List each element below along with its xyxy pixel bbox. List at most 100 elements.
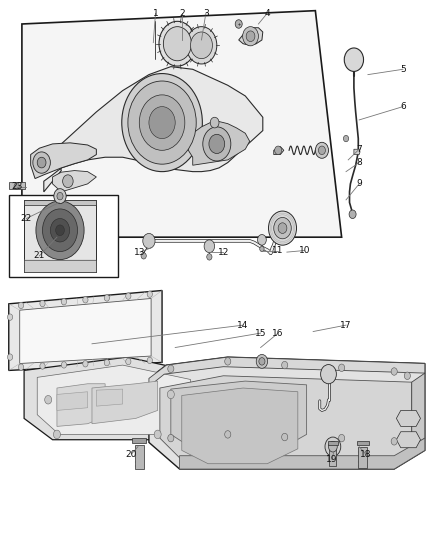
Circle shape [147,357,152,364]
Circle shape [7,354,13,360]
Circle shape [143,233,155,248]
Text: 18: 18 [360,450,371,458]
Polygon shape [44,67,263,192]
Circle shape [18,364,24,370]
Polygon shape [92,381,158,424]
Circle shape [14,183,19,189]
Circle shape [45,395,52,404]
Polygon shape [57,392,88,410]
Circle shape [61,362,67,368]
Text: 3: 3 [203,9,209,18]
Polygon shape [24,265,96,272]
Circle shape [147,291,152,297]
Circle shape [168,365,174,373]
Text: 16: 16 [272,329,284,337]
Circle shape [167,390,174,399]
Circle shape [104,295,110,301]
Text: 15: 15 [255,329,266,337]
Circle shape [235,20,242,28]
Circle shape [154,430,161,439]
Text: 14: 14 [237,321,249,329]
Text: 23: 23 [11,182,22,191]
Circle shape [246,31,255,42]
Circle shape [391,368,397,375]
Circle shape [260,246,264,252]
Circle shape [141,253,146,259]
Circle shape [315,142,328,158]
Circle shape [7,314,13,320]
Circle shape [318,146,325,155]
Text: 2: 2 [179,9,184,18]
Polygon shape [24,200,96,272]
Circle shape [40,301,45,307]
Circle shape [404,372,410,379]
Polygon shape [37,365,191,434]
Polygon shape [135,445,144,469]
Circle shape [126,293,131,300]
Text: 12: 12 [218,248,229,256]
Circle shape [344,48,364,71]
Polygon shape [396,432,420,448]
Circle shape [321,365,336,384]
Text: 21: 21 [34,252,45,260]
Polygon shape [9,290,162,370]
Circle shape [159,21,196,66]
Text: 10: 10 [299,246,310,255]
Circle shape [104,359,110,366]
Text: 5: 5 [400,65,406,74]
Polygon shape [53,171,96,192]
Circle shape [282,361,288,369]
Circle shape [328,441,337,452]
Circle shape [325,437,341,456]
Circle shape [243,27,258,46]
Polygon shape [24,357,201,440]
Polygon shape [24,200,96,205]
Text: 1: 1 [152,9,159,18]
Circle shape [83,296,88,303]
Circle shape [33,152,50,173]
Text: 7: 7 [356,145,362,154]
Circle shape [63,175,73,188]
Text: 4: 4 [265,9,270,18]
Circle shape [204,240,215,253]
Circle shape [207,254,212,260]
Polygon shape [31,143,96,179]
Polygon shape [9,182,25,189]
Circle shape [259,358,265,365]
Circle shape [282,433,288,441]
Circle shape [18,302,24,309]
Circle shape [256,354,268,368]
Circle shape [349,210,356,219]
Polygon shape [412,373,425,446]
Circle shape [139,95,185,150]
Text: 6: 6 [400,102,406,111]
Circle shape [122,74,202,172]
Polygon shape [22,11,342,237]
Circle shape [209,134,225,154]
Circle shape [56,225,64,236]
Polygon shape [328,441,338,445]
Circle shape [391,438,397,445]
Polygon shape [188,122,250,165]
Polygon shape [171,381,307,454]
Polygon shape [149,357,425,386]
Polygon shape [57,384,105,426]
Polygon shape [96,389,123,406]
Polygon shape [20,298,151,364]
Circle shape [57,192,63,200]
Circle shape [258,235,266,245]
Circle shape [168,434,174,442]
Circle shape [128,81,196,164]
Circle shape [225,431,231,438]
Circle shape [50,219,70,242]
Polygon shape [329,447,336,466]
Polygon shape [132,438,146,443]
Circle shape [203,127,231,161]
Circle shape [339,364,345,372]
Circle shape [278,223,287,233]
Circle shape [163,27,191,61]
Circle shape [61,298,67,305]
Circle shape [42,209,78,252]
Text: 19: 19 [326,455,338,464]
Text: 11: 11 [272,246,284,255]
